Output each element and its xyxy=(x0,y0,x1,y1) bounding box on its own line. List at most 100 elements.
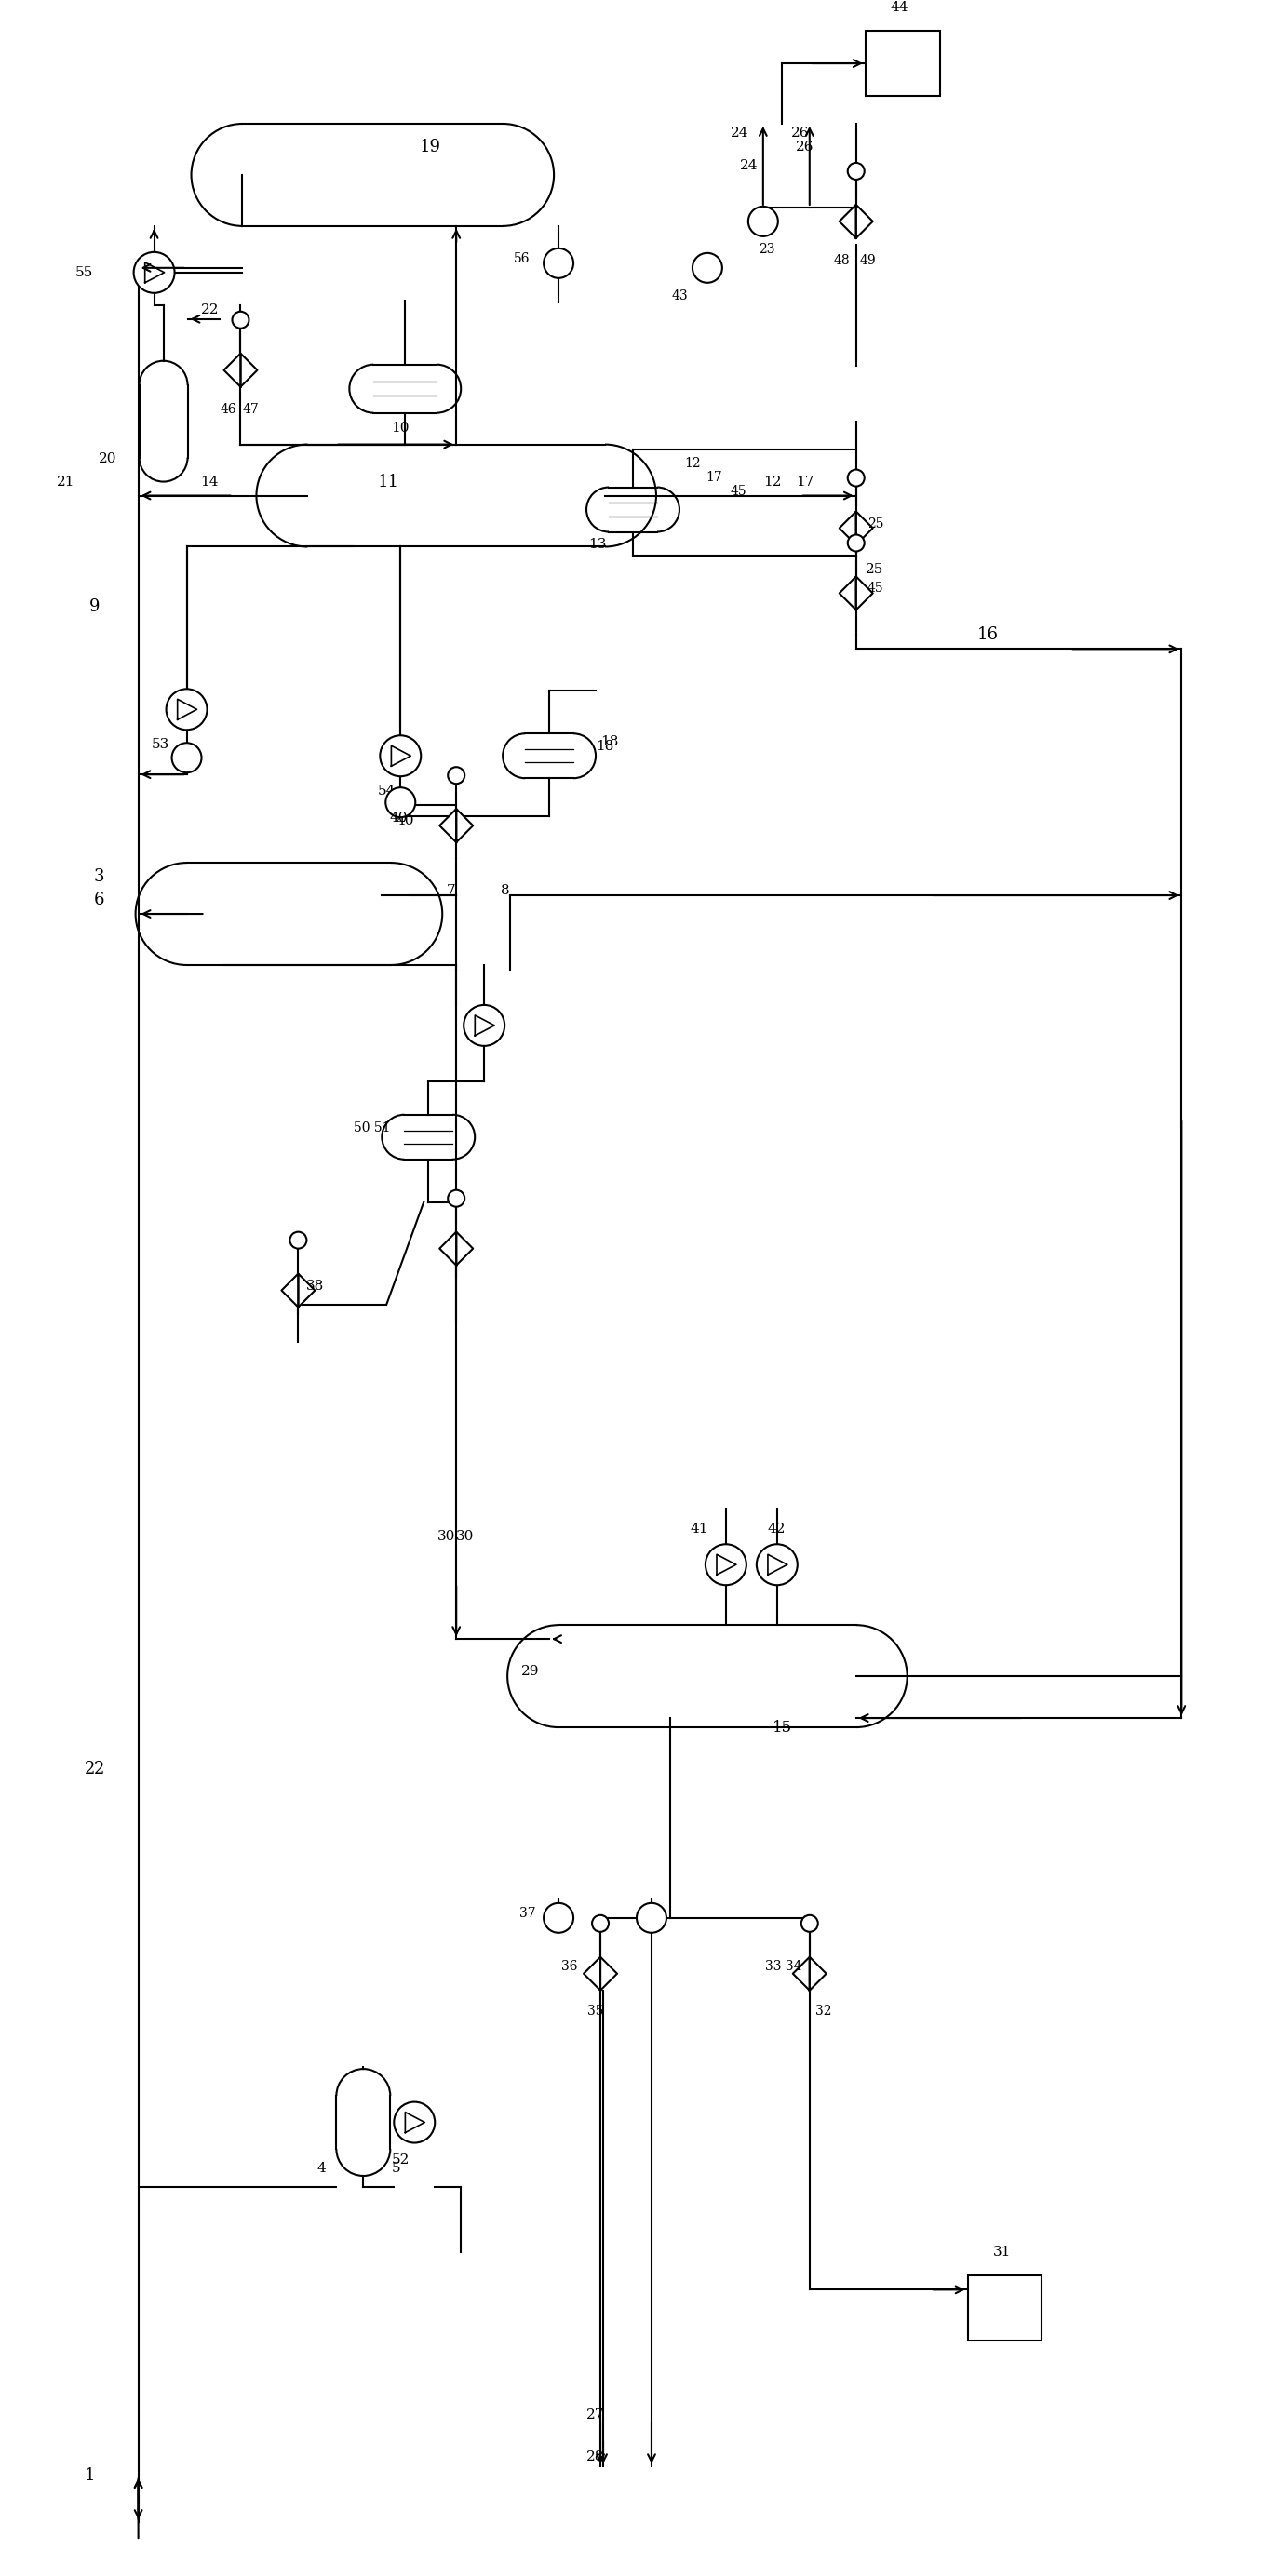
Text: 43: 43 xyxy=(672,289,689,301)
Text: 19: 19 xyxy=(420,139,440,155)
Text: 2: 2 xyxy=(94,1762,104,1777)
Text: 14: 14 xyxy=(201,474,219,489)
Text: 49: 49 xyxy=(860,255,876,268)
Circle shape xyxy=(134,252,174,294)
Circle shape xyxy=(693,252,722,283)
Text: 46: 46 xyxy=(220,402,236,415)
Text: 2: 2 xyxy=(85,1762,95,1777)
Text: 17: 17 xyxy=(795,474,814,489)
Text: 40: 40 xyxy=(396,814,415,827)
Text: 24: 24 xyxy=(739,160,758,173)
Text: 45: 45 xyxy=(731,484,747,497)
Text: 37: 37 xyxy=(520,1906,536,1919)
Text: 21: 21 xyxy=(57,474,75,489)
Text: 56: 56 xyxy=(514,252,530,265)
Text: 22: 22 xyxy=(201,304,219,317)
Text: 6: 6 xyxy=(94,891,105,909)
Circle shape xyxy=(544,1904,574,1932)
Polygon shape xyxy=(584,1958,600,1991)
Text: 18: 18 xyxy=(595,739,614,752)
Text: 40: 40 xyxy=(389,811,407,824)
Text: 55: 55 xyxy=(75,265,94,278)
Text: 50 51: 50 51 xyxy=(354,1121,391,1133)
Text: 54: 54 xyxy=(377,786,396,799)
Text: 33 34: 33 34 xyxy=(765,1960,801,1973)
Text: 12: 12 xyxy=(763,474,781,489)
Circle shape xyxy=(705,1543,746,1584)
Circle shape xyxy=(544,247,574,278)
Text: 32: 32 xyxy=(815,2004,832,2017)
Polygon shape xyxy=(456,809,473,842)
Circle shape xyxy=(172,742,201,773)
Text: 44: 44 xyxy=(890,0,909,13)
Polygon shape xyxy=(839,577,856,611)
Circle shape xyxy=(848,469,865,487)
Text: 41: 41 xyxy=(690,1522,709,1535)
Text: 9: 9 xyxy=(88,598,100,616)
Polygon shape xyxy=(224,353,240,386)
Circle shape xyxy=(380,734,421,775)
Text: 36: 36 xyxy=(561,1960,578,1973)
Text: 3: 3 xyxy=(94,868,105,886)
Circle shape xyxy=(233,312,249,327)
Text: 27: 27 xyxy=(586,2409,604,2421)
Text: 15: 15 xyxy=(772,1718,793,1736)
Text: 45: 45 xyxy=(867,582,884,595)
Circle shape xyxy=(757,1543,798,1584)
Circle shape xyxy=(166,688,207,729)
Text: 30: 30 xyxy=(437,1530,456,1543)
Text: 5: 5 xyxy=(391,2161,401,2174)
Polygon shape xyxy=(839,204,856,237)
Circle shape xyxy=(386,788,416,817)
Text: 38: 38 xyxy=(306,1280,324,1293)
Text: 25: 25 xyxy=(866,564,884,577)
Circle shape xyxy=(289,1231,307,1249)
Text: 31: 31 xyxy=(992,2246,1011,2259)
Text: 25: 25 xyxy=(867,518,884,531)
Text: 29: 29 xyxy=(521,1664,540,1677)
Circle shape xyxy=(394,2102,435,2143)
Text: 42: 42 xyxy=(767,1522,786,1535)
Text: 35: 35 xyxy=(588,2004,604,2017)
Polygon shape xyxy=(856,577,873,611)
Text: 30: 30 xyxy=(456,1530,474,1543)
Text: 18: 18 xyxy=(600,734,618,750)
Text: 26: 26 xyxy=(795,142,814,155)
Text: 53: 53 xyxy=(152,739,169,752)
Polygon shape xyxy=(282,1273,298,1306)
Circle shape xyxy=(801,1914,818,1932)
Polygon shape xyxy=(856,204,873,237)
Text: 28: 28 xyxy=(586,2450,604,2463)
Polygon shape xyxy=(839,513,856,546)
Text: 47: 47 xyxy=(243,402,259,415)
Bar xyxy=(968,2275,1042,2342)
Text: 24: 24 xyxy=(731,126,748,139)
Polygon shape xyxy=(600,1958,617,1991)
Text: 11: 11 xyxy=(377,474,398,489)
Text: 10: 10 xyxy=(391,422,410,435)
Circle shape xyxy=(748,206,777,237)
Circle shape xyxy=(848,162,865,180)
Text: 13: 13 xyxy=(588,538,607,551)
Text: 52: 52 xyxy=(391,2154,410,2166)
Text: 7: 7 xyxy=(447,884,456,896)
Circle shape xyxy=(592,1914,609,1932)
Text: 26: 26 xyxy=(791,126,809,139)
Text: 17: 17 xyxy=(705,471,722,484)
Circle shape xyxy=(447,1190,465,1206)
Polygon shape xyxy=(440,809,456,842)
Text: 8: 8 xyxy=(501,884,509,896)
Polygon shape xyxy=(856,513,873,546)
Text: 48: 48 xyxy=(834,255,851,268)
Circle shape xyxy=(848,536,865,551)
Polygon shape xyxy=(298,1273,315,1306)
Polygon shape xyxy=(440,1231,456,1265)
Polygon shape xyxy=(240,353,258,386)
Polygon shape xyxy=(793,1958,809,1991)
Text: 16: 16 xyxy=(977,626,999,644)
Text: 23: 23 xyxy=(758,242,775,255)
Circle shape xyxy=(464,1005,504,1046)
Text: 20: 20 xyxy=(99,451,116,464)
Bar xyxy=(866,31,939,95)
Text: 1: 1 xyxy=(85,2468,95,2483)
